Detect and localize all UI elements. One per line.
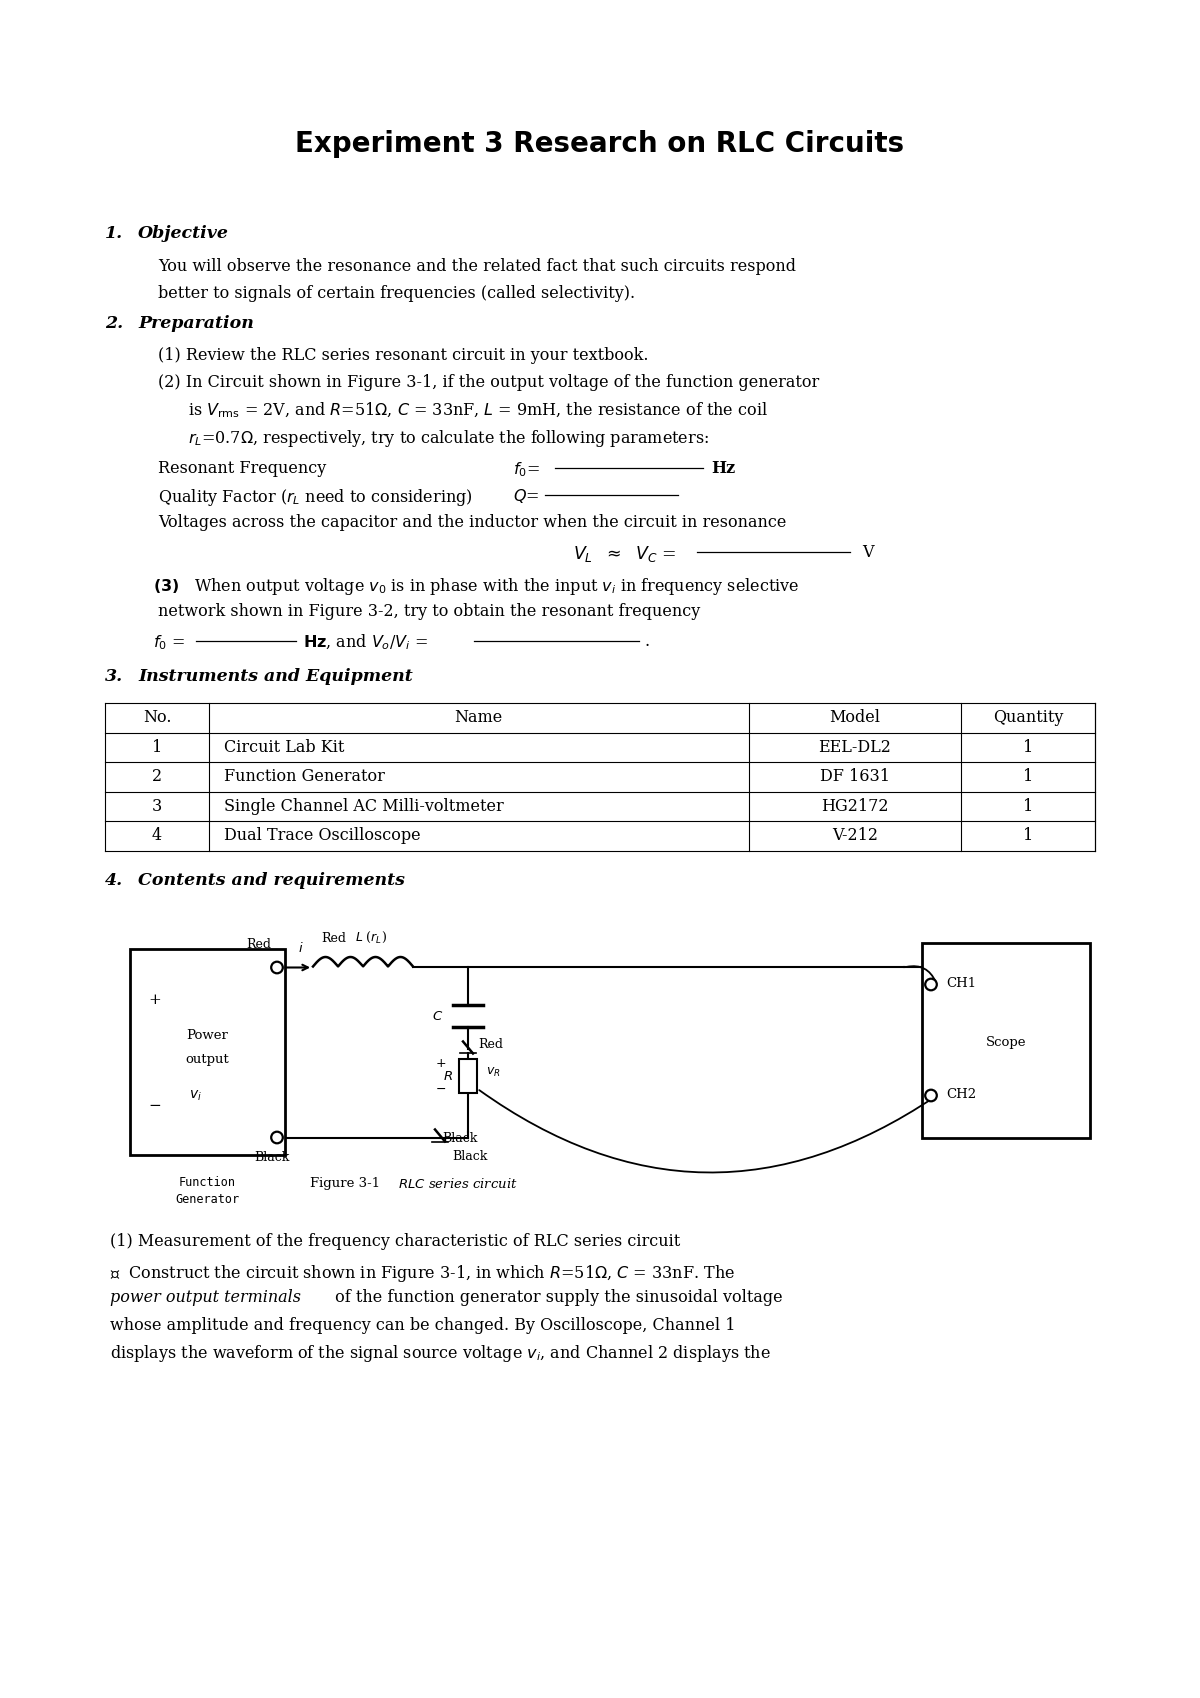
Text: network shown in Figure 3-2, try to obtain the resonant frequency: network shown in Figure 3-2, try to obta… bbox=[158, 603, 701, 620]
Text: 4.: 4. bbox=[106, 873, 124, 890]
Text: $RLC$ series circuit: $RLC$ series circuit bbox=[398, 1177, 517, 1192]
Text: V-212: V-212 bbox=[832, 827, 878, 844]
Text: No.: No. bbox=[143, 710, 172, 727]
Text: Scope: Scope bbox=[985, 1036, 1026, 1049]
Text: $v_R$: $v_R$ bbox=[486, 1066, 500, 1078]
Text: +: + bbox=[149, 993, 161, 1007]
Text: better to signals of certain frequencies (called selectivity).: better to signals of certain frequencies… bbox=[158, 285, 635, 302]
Text: Circuit Lab Kit: Circuit Lab Kit bbox=[224, 739, 344, 756]
Text: +: + bbox=[436, 1056, 446, 1070]
Text: 1: 1 bbox=[1024, 798, 1033, 815]
Text: 2.: 2. bbox=[106, 316, 124, 333]
Text: 1: 1 bbox=[1024, 827, 1033, 844]
Text: $\mathbf{(3)}$   When output voltage $v_0$ is in phase with the input $v_i$ in f: $\mathbf{(3)}$ When output voltage $v_0$… bbox=[154, 576, 799, 598]
Text: .: . bbox=[646, 633, 650, 650]
Text: Red: Red bbox=[478, 1037, 503, 1051]
Text: (1) Measurement of the frequency characteristic of RLC series circuit: (1) Measurement of the frequency charact… bbox=[110, 1233, 680, 1250]
Text: Red: Red bbox=[322, 932, 346, 946]
Text: is $V_{\rm rms}$ = 2V, and $R$=51$\Omega$, $C$ = 33nF, $L$ = 9mH, the resistance: is $V_{\rm rms}$ = 2V, and $R$=51$\Omega… bbox=[188, 401, 768, 421]
Text: 3.: 3. bbox=[106, 667, 124, 684]
Text: Name: Name bbox=[455, 710, 503, 727]
Circle shape bbox=[925, 978, 937, 990]
Text: Power: Power bbox=[186, 1029, 228, 1043]
Text: Instruments and Equipment: Instruments and Equipment bbox=[138, 667, 413, 684]
Text: Function: Function bbox=[179, 1175, 236, 1189]
Circle shape bbox=[271, 1131, 283, 1143]
Text: $R$: $R$ bbox=[443, 1070, 454, 1083]
Text: 3: 3 bbox=[152, 798, 162, 815]
Text: Generator: Generator bbox=[175, 1194, 240, 1207]
Text: EEL-DL2: EEL-DL2 bbox=[818, 739, 892, 756]
Text: $r_L$=0.7$\Omega$, respectively, try to calculate the following parameters:: $r_L$=0.7$\Omega$, respectively, try to … bbox=[188, 428, 709, 448]
Text: −: − bbox=[149, 1099, 161, 1112]
Text: 4: 4 bbox=[152, 827, 162, 844]
Text: Black: Black bbox=[442, 1133, 478, 1144]
Text: HG2172: HG2172 bbox=[821, 798, 889, 815]
Text: whose amplitude and frequency can be changed. By Oscilloscope, Channel 1: whose amplitude and frequency can be cha… bbox=[110, 1316, 736, 1333]
Text: $i$: $i$ bbox=[298, 941, 304, 956]
Text: $Q$=: $Q$= bbox=[514, 487, 539, 504]
Text: Objective: Objective bbox=[138, 226, 229, 243]
Text: CH1: CH1 bbox=[946, 976, 976, 990]
Text: $L$ ($r_L$): $L$ ($r_L$) bbox=[355, 931, 388, 946]
Text: $V_L$  $\approx$  $V_C$ =: $V_L$ $\approx$ $V_C$ = bbox=[574, 543, 677, 564]
Text: power output terminals: power output terminals bbox=[110, 1289, 301, 1306]
Bar bbox=[130, 949, 286, 1156]
Text: of the function generator supply the sinusoidal voltage: of the function generator supply the sin… bbox=[330, 1289, 782, 1306]
Text: Model: Model bbox=[829, 710, 881, 727]
Text: Preparation: Preparation bbox=[138, 316, 254, 333]
Text: Figure 3-1: Figure 3-1 bbox=[310, 1177, 380, 1190]
Text: (1) Review the RLC series resonant circuit in your textbook.: (1) Review the RLC series resonant circu… bbox=[158, 346, 648, 363]
Text: Experiment 3 Research on RLC Circuits: Experiment 3 Research on RLC Circuits bbox=[295, 131, 905, 158]
Bar bbox=[458, 1060, 478, 1094]
Text: Quantity: Quantity bbox=[992, 710, 1063, 727]
Text: Function Generator: Function Generator bbox=[224, 767, 385, 784]
Circle shape bbox=[925, 1090, 937, 1102]
Bar bbox=[922, 942, 1090, 1138]
Text: output: output bbox=[186, 1053, 229, 1066]
Text: 1: 1 bbox=[152, 739, 162, 756]
Text: $v_i$: $v_i$ bbox=[190, 1088, 202, 1102]
Text: Contents and requirements: Contents and requirements bbox=[138, 873, 404, 890]
Text: (2) In Circuit shown in Figure 3-1, if the output voltage of the function genera: (2) In Circuit shown in Figure 3-1, if t… bbox=[158, 374, 820, 391]
Text: You will observe the resonance and the related fact that such circuits respond: You will observe the resonance and the r… bbox=[158, 258, 796, 275]
Text: DF 1631: DF 1631 bbox=[820, 767, 890, 784]
Text: 1.: 1. bbox=[106, 226, 124, 243]
Text: $f_0$ =: $f_0$ = bbox=[154, 633, 185, 652]
Text: −: − bbox=[436, 1083, 446, 1095]
Text: 2: 2 bbox=[152, 767, 162, 784]
Text: Quality Factor ($r_L$ need to considering): Quality Factor ($r_L$ need to considerin… bbox=[158, 487, 473, 508]
Text: Single Channel AC Milli-voltmeter: Single Channel AC Milli-voltmeter bbox=[224, 798, 504, 815]
Circle shape bbox=[271, 961, 283, 973]
Text: 1: 1 bbox=[1024, 739, 1033, 756]
Text: V: V bbox=[862, 543, 874, 560]
Text: Resonant Frequency: Resonant Frequency bbox=[158, 460, 326, 477]
Text: Black: Black bbox=[452, 1150, 487, 1163]
Text: Black: Black bbox=[254, 1151, 289, 1165]
Text: ★  Construct the circuit shown in Figure 3-1, in which $R$=51$\Omega$, $C$ = 33n: ★ Construct the circuit shown in Figure … bbox=[110, 1263, 734, 1284]
Text: Voltages across the capacitor and the inductor when the circuit in resonance: Voltages across the capacitor and the in… bbox=[158, 514, 786, 531]
Text: $f_0$=: $f_0$= bbox=[514, 460, 540, 479]
Text: displays the waveform of the signal source voltage $v_i$, and Channel 2 displays: displays the waveform of the signal sour… bbox=[110, 1343, 770, 1365]
Text: Hz: Hz bbox=[710, 460, 736, 477]
Text: Red: Red bbox=[246, 939, 271, 951]
Text: CH2: CH2 bbox=[946, 1088, 976, 1100]
Text: $\mathbf{Hz}$, and $V_o$/$V_i$ =: $\mathbf{Hz}$, and $V_o$/$V_i$ = bbox=[302, 633, 428, 652]
Text: $C$: $C$ bbox=[432, 1010, 443, 1022]
Text: 1: 1 bbox=[1024, 767, 1033, 784]
Text: Dual Trace Oscilloscope: Dual Trace Oscilloscope bbox=[224, 827, 420, 844]
